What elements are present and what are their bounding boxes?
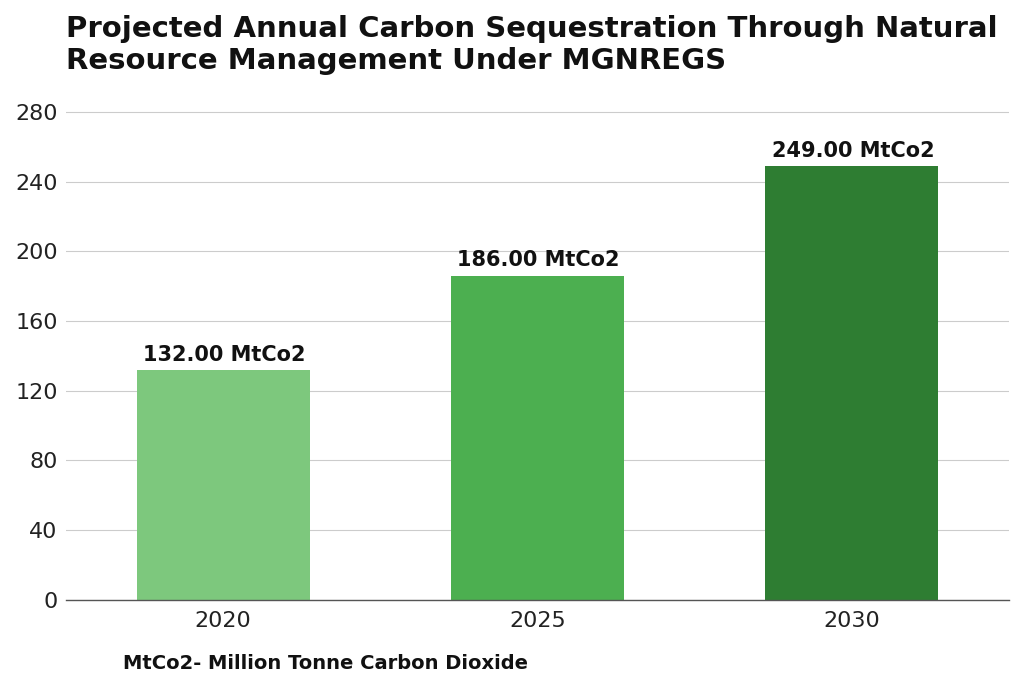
Text: 249.00 MtCo2: 249.00 MtCo2	[772, 141, 934, 160]
Text: 186.00 MtCo2: 186.00 MtCo2	[458, 250, 620, 271]
Text: 132.00 MtCo2: 132.00 MtCo2	[143, 345, 305, 364]
Bar	[765, 166, 938, 600]
Bar	[451, 275, 624, 600]
Text: MtCo2- Million Tonne Carbon Dioxide: MtCo2- Million Tonne Carbon Dioxide	[123, 654, 528, 673]
Bar	[136, 370, 309, 600]
Text: Projected Annual Carbon Sequestration Through Natural
Resource Management Under : Projected Annual Carbon Sequestration Th…	[66, 15, 997, 75]
